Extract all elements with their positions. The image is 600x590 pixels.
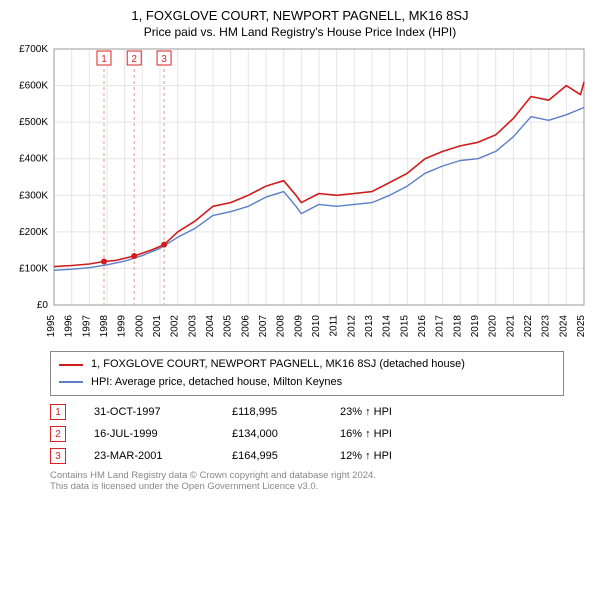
- svg-text:2000: 2000: [134, 315, 145, 338]
- sale-marker-icon: 2: [50, 426, 66, 442]
- svg-text:£700K: £700K: [19, 45, 48, 55]
- svg-text:2019: 2019: [470, 315, 481, 338]
- sale-date: 16-JUL-1999: [94, 428, 204, 440]
- sale-price: £134,000: [232, 428, 312, 440]
- sale-delta: 16% ↑ HPI: [340, 428, 460, 440]
- svg-text:£300K: £300K: [19, 190, 48, 201]
- svg-text:2015: 2015: [399, 315, 410, 338]
- sales-table: 1 31-OCT-1997 £118,995 23% ↑ HPI 2 16-JU…: [50, 404, 564, 464]
- legend-swatch: [59, 364, 83, 366]
- sale-marker-icon: 1: [50, 404, 66, 420]
- svg-text:2008: 2008: [276, 315, 287, 338]
- svg-text:2014: 2014: [382, 315, 393, 338]
- svg-text:2009: 2009: [293, 315, 304, 338]
- sale-delta: 23% ↑ HPI: [340, 406, 460, 418]
- chart-area: £0 £100K £200K £300K £400K £500K £600K £700K 199…: [8, 45, 592, 345]
- svg-text:3: 3: [161, 54, 167, 65]
- table-row: 2 16-JUL-1999 £134,000 16% ↑ HPI: [50, 426, 564, 442]
- svg-text:2025: 2025: [576, 315, 587, 338]
- svg-text:2011: 2011: [329, 315, 340, 337]
- legend-label: HPI: Average price, detached house, Milt…: [91, 374, 342, 392]
- svg-text:£400K: £400K: [19, 154, 48, 165]
- svg-text:2021: 2021: [505, 315, 516, 338]
- svg-text:2017: 2017: [435, 315, 446, 338]
- svg-text:2003: 2003: [187, 315, 198, 338]
- sale-date: 31-OCT-1997: [94, 406, 204, 418]
- sale-price: £118,995: [232, 406, 312, 418]
- svg-text:2016: 2016: [417, 315, 428, 338]
- svg-text:£0: £0: [37, 300, 49, 311]
- svg-text:2006: 2006: [240, 315, 251, 338]
- footnote-line: This data is licensed under the Open Gov…: [50, 481, 564, 492]
- line-chart: £0 £100K £200K £300K £400K £500K £600K £700K 199…: [8, 45, 592, 345]
- svg-text:£500K: £500K: [19, 117, 48, 128]
- svg-text:2004: 2004: [205, 315, 216, 338]
- svg-text:1999: 1999: [117, 315, 128, 338]
- svg-text:1998: 1998: [99, 315, 110, 338]
- svg-text:1995: 1995: [46, 315, 57, 338]
- footnote-line: Contains HM Land Registry data © Crown c…: [50, 470, 564, 481]
- footnote: Contains HM Land Registry data © Crown c…: [50, 470, 564, 492]
- svg-text:2024: 2024: [558, 315, 569, 338]
- sale-date: 23-MAR-2001: [94, 450, 204, 462]
- svg-text:2005: 2005: [223, 315, 234, 338]
- legend-swatch: [59, 381, 83, 383]
- legend-item: HPI: Average price, detached house, Milt…: [59, 374, 555, 392]
- legend-item: 1, FOXGLOVE COURT, NEWPORT PAGNELL, MK16…: [59, 356, 555, 374]
- svg-text:£600K: £600K: [19, 81, 48, 92]
- chart-title: 1, FOXGLOVE COURT, NEWPORT PAGNELL, MK16…: [8, 8, 592, 23]
- svg-text:2012: 2012: [346, 315, 357, 338]
- svg-text:2010: 2010: [311, 315, 322, 338]
- table-row: 3 23-MAR-2001 £164,995 12% ↑ HPI: [50, 448, 564, 464]
- sale-price: £164,995: [232, 450, 312, 462]
- svg-text:2023: 2023: [541, 315, 552, 338]
- svg-text:2001: 2001: [152, 315, 163, 338]
- svg-text:2013: 2013: [364, 315, 375, 338]
- svg-text:£100K: £100K: [19, 263, 48, 274]
- svg-text:1: 1: [101, 54, 107, 65]
- table-row: 1 31-OCT-1997 £118,995 23% ↑ HPI: [50, 404, 564, 420]
- svg-text:2007: 2007: [258, 315, 269, 338]
- svg-text:2022: 2022: [523, 315, 534, 338]
- svg-text:2020: 2020: [488, 315, 499, 338]
- chart-subtitle: Price paid vs. HM Land Registry's House …: [8, 25, 592, 39]
- legend: 1, FOXGLOVE COURT, NEWPORT PAGNELL, MK16…: [50, 351, 564, 396]
- svg-text:2: 2: [131, 54, 137, 65]
- svg-text:1997: 1997: [81, 315, 92, 338]
- svg-text:£200K: £200K: [19, 227, 48, 238]
- svg-text:2002: 2002: [170, 315, 181, 338]
- sale-delta: 12% ↑ HPI: [340, 450, 460, 462]
- legend-label: 1, FOXGLOVE COURT, NEWPORT PAGNELL, MK16…: [91, 356, 465, 374]
- svg-text:1996: 1996: [64, 315, 75, 338]
- sale-marker-icon: 3: [50, 448, 66, 464]
- svg-text:2018: 2018: [452, 315, 463, 338]
